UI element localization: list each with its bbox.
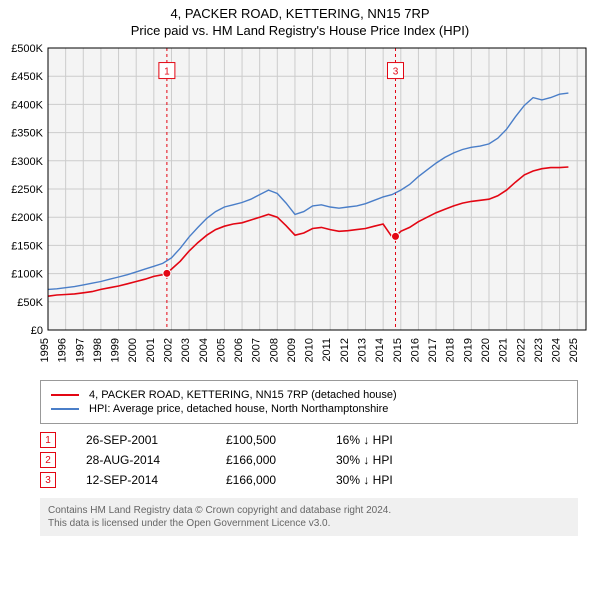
svg-text:2001: 2001 <box>145 338 157 362</box>
svg-text:£250K: £250K <box>11 184 43 196</box>
svg-text:£150K: £150K <box>11 240 43 252</box>
svg-text:£450K: £450K <box>11 71 43 83</box>
svg-text:2008: 2008 <box>268 338 280 362</box>
transaction-price: £166,000 <box>226 473 306 487</box>
svg-text:£50K: £50K <box>17 297 43 309</box>
svg-text:2009: 2009 <box>286 338 298 362</box>
svg-text:£0: £0 <box>31 325 43 337</box>
svg-text:£100K: £100K <box>11 269 43 281</box>
transaction-row: 3 12-SEP-2014 £166,000 30% ↓ HPI <box>40 472 578 488</box>
svg-text:1999: 1999 <box>110 338 122 362</box>
svg-text:2013: 2013 <box>357 338 369 362</box>
svg-text:1: 1 <box>164 67 170 78</box>
transaction-date: 28-AUG-2014 <box>86 453 196 467</box>
svg-text:1995: 1995 <box>39 338 51 362</box>
legend-label: HPI: Average price, detached house, Nort… <box>89 403 388 415</box>
legend-row: 4, PACKER ROAD, KETTERING, NN15 7RP (det… <box>51 389 567 401</box>
svg-text:2007: 2007 <box>251 338 263 362</box>
transaction-row: 2 28-AUG-2014 £166,000 30% ↓ HPI <box>40 452 578 468</box>
svg-text:2006: 2006 <box>233 338 245 362</box>
svg-text:£350K: £350K <box>11 128 43 140</box>
svg-text:£300K: £300K <box>11 156 43 168</box>
svg-text:2000: 2000 <box>127 338 139 362</box>
chart-area: £0 £50K £100K £150K £200K £250K £300K £350K £400… <box>0 44 600 374</box>
svg-text:2002: 2002 <box>162 338 174 362</box>
svg-text:2018: 2018 <box>445 338 457 362</box>
transaction-date: 12-SEP-2014 <box>86 473 196 487</box>
svg-text:2023: 2023 <box>533 338 545 362</box>
svg-text:2017: 2017 <box>427 338 439 362</box>
transaction-diff: 16% ↓ HPI <box>336 433 446 447</box>
svg-text:£200K: £200K <box>11 212 43 224</box>
svg-text:2020: 2020 <box>480 338 492 362</box>
svg-text:2025: 2025 <box>568 338 580 362</box>
legend-swatch <box>51 408 79 410</box>
transaction-diff: 30% ↓ HPI <box>336 453 446 467</box>
transaction-price: £166,000 <box>226 453 306 467</box>
transaction-marker: 3 <box>40 472 56 488</box>
transaction-date: 26-SEP-2001 <box>86 433 196 447</box>
transaction-row: 1 26-SEP-2001 £100,500 16% ↓ HPI <box>40 432 578 448</box>
svg-text:1996: 1996 <box>57 338 69 362</box>
svg-text:2021: 2021 <box>498 338 510 362</box>
chart-title-1: 4, PACKER ROAD, KETTERING, NN15 7RP <box>0 6 600 21</box>
svg-text:£400K: £400K <box>11 99 43 111</box>
legend-swatch <box>51 394 79 396</box>
legend-row: HPI: Average price, detached house, Nort… <box>51 403 567 415</box>
footer-line-1: Contains HM Land Registry data © Crown c… <box>48 504 570 517</box>
svg-text:2022: 2022 <box>515 338 527 362</box>
svg-text:2011: 2011 <box>321 338 333 362</box>
svg-text:2003: 2003 <box>180 338 192 362</box>
svg-text:2024: 2024 <box>551 338 563 362</box>
svg-text:3: 3 <box>393 67 399 78</box>
transaction-marker: 1 <box>40 432 56 448</box>
svg-text:1997: 1997 <box>74 338 86 362</box>
chart-title-2: Price paid vs. HM Land Registry's House … <box>0 23 600 38</box>
svg-text:2004: 2004 <box>198 338 210 362</box>
svg-text:1998: 1998 <box>92 338 104 362</box>
svg-text:2012: 2012 <box>339 338 351 362</box>
svg-text:2015: 2015 <box>392 338 404 362</box>
legend: 4, PACKER ROAD, KETTERING, NN15 7RP (det… <box>40 380 578 424</box>
transaction-diff: 30% ↓ HPI <box>336 473 446 487</box>
svg-text:2005: 2005 <box>215 338 227 362</box>
line-chart: £0 £50K £100K £150K £200K £250K £300K £350K £400… <box>0 44 600 374</box>
svg-text:2016: 2016 <box>409 338 421 362</box>
svg-text:2010: 2010 <box>304 338 316 362</box>
legend-label: 4, PACKER ROAD, KETTERING, NN15 7RP (det… <box>89 389 397 401</box>
footer-line-2: This data is licensed under the Open Gov… <box>48 517 570 530</box>
transaction-marker: 2 <box>40 452 56 468</box>
svg-text:2014: 2014 <box>374 338 386 362</box>
attribution-footer: Contains HM Land Registry data © Crown c… <box>40 498 578 536</box>
transaction-price: £100,500 <box>226 433 306 447</box>
svg-text:2019: 2019 <box>462 338 474 362</box>
transactions-table: 1 26-SEP-2001 £100,500 16% ↓ HPI 2 28-AUG-201… <box>40 432 578 488</box>
svg-text:£500K: £500K <box>11 44 43 55</box>
